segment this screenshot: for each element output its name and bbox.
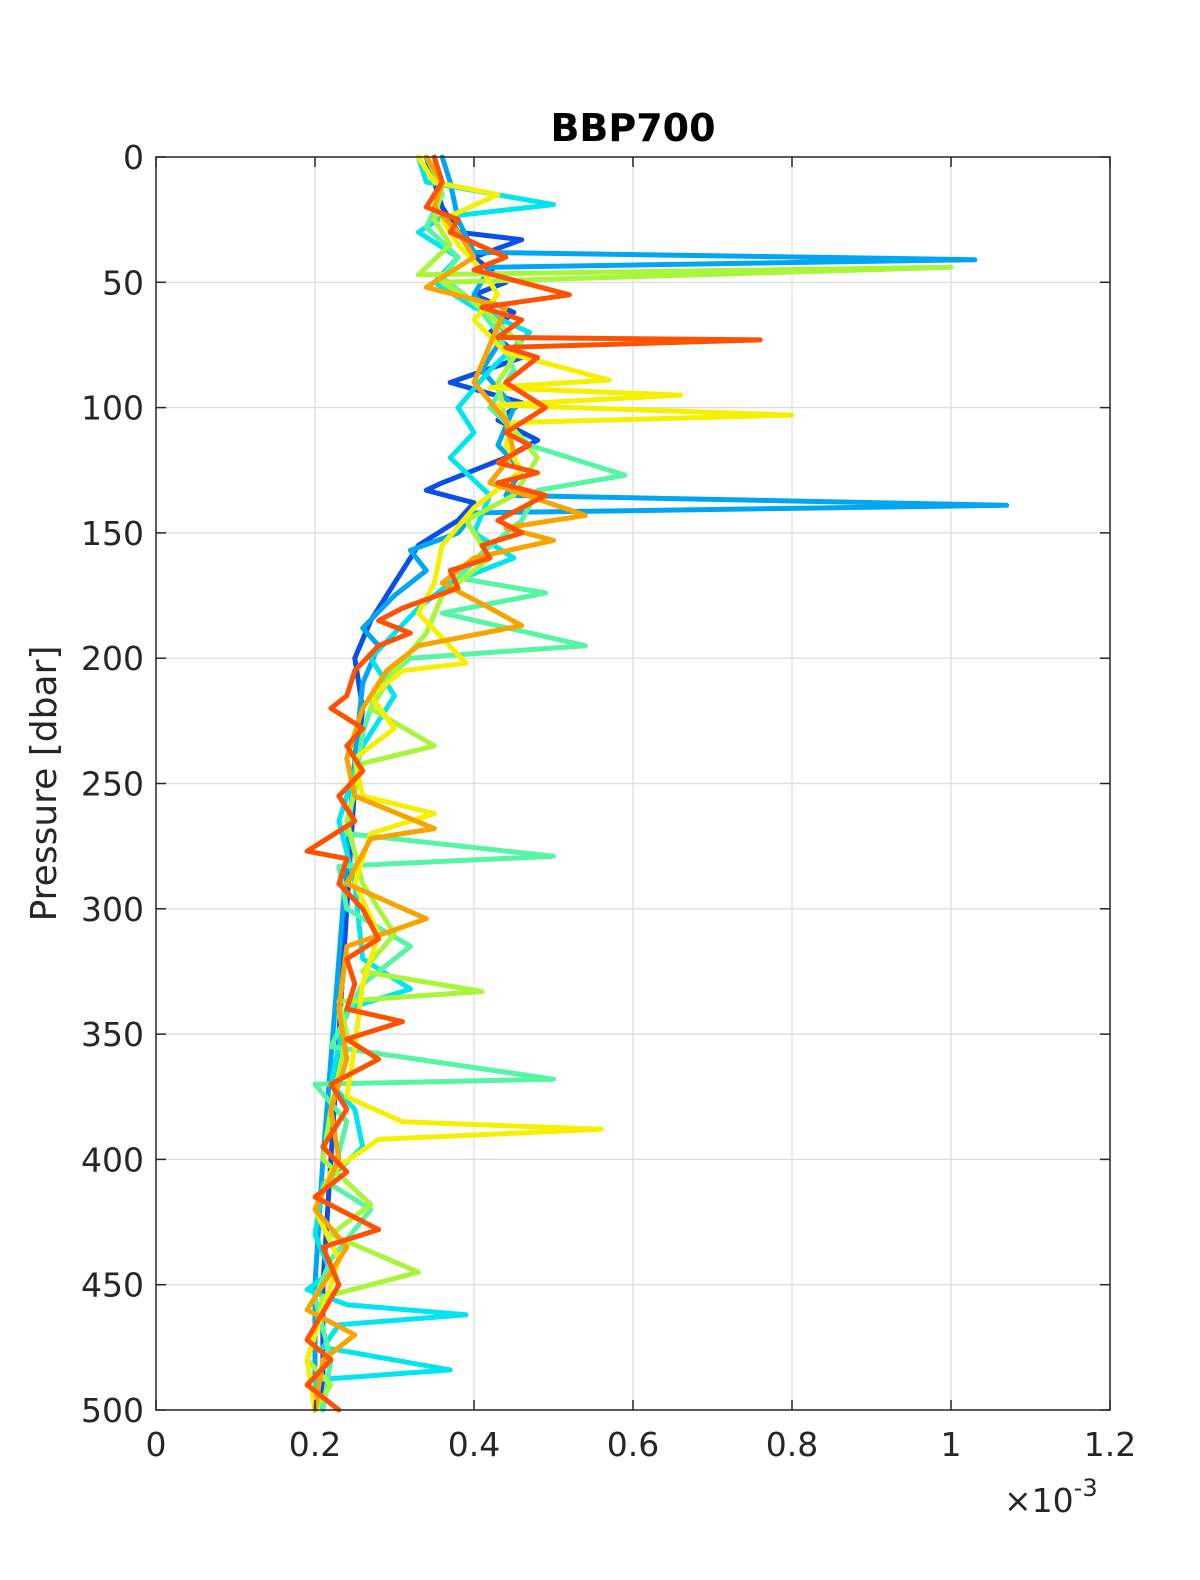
ticks: 0 0.2 0.4 0.6 0.8 1 1.2 0 50 100 150 200 250 300 350 40… xyxy=(81,138,1136,1464)
y-tick-label: 50 xyxy=(102,263,144,302)
x-axis-exponent: ×10-3 xyxy=(1004,1474,1098,1520)
y-tick-label: 100 xyxy=(81,389,144,428)
y-tick-label: 500 xyxy=(81,1391,144,1430)
x-tick-label: 1.2 xyxy=(1084,1425,1136,1464)
y-tick-label: 350 xyxy=(81,1015,144,1054)
x-tick-label: 0.8 xyxy=(766,1425,818,1464)
series-line-5 xyxy=(304,154,954,1413)
y-tick-label: 200 xyxy=(81,639,144,678)
y-tick-label: 250 xyxy=(81,765,144,804)
series-line-8 xyxy=(304,154,763,1413)
x-tick-label: 0.2 xyxy=(289,1425,341,1464)
series-line-6 xyxy=(304,154,795,1413)
series-group xyxy=(304,154,1010,1413)
chart-title: BBP700 xyxy=(550,106,715,150)
y-tick-label: 400 xyxy=(81,1140,144,1179)
series-line-3 xyxy=(304,154,556,1413)
y-tick-label: 150 xyxy=(81,514,144,553)
x-axis-exponent-power: -3 xyxy=(1074,1474,1098,1502)
x-tick-label: 1 xyxy=(941,1425,962,1464)
x-tick-label: 0.6 xyxy=(607,1425,659,1464)
y-axis-label: Pressure [dbar] xyxy=(24,646,65,922)
y-tick-label: 450 xyxy=(81,1266,144,1305)
x-tick-label: 0 xyxy=(146,1425,167,1464)
x-tick-label: 0.4 xyxy=(448,1425,500,1464)
y-tick-label: 300 xyxy=(81,890,144,929)
x-axis-exponent-base: ×10 xyxy=(1004,1481,1074,1520)
y-tick-label: 0 xyxy=(123,138,144,177)
